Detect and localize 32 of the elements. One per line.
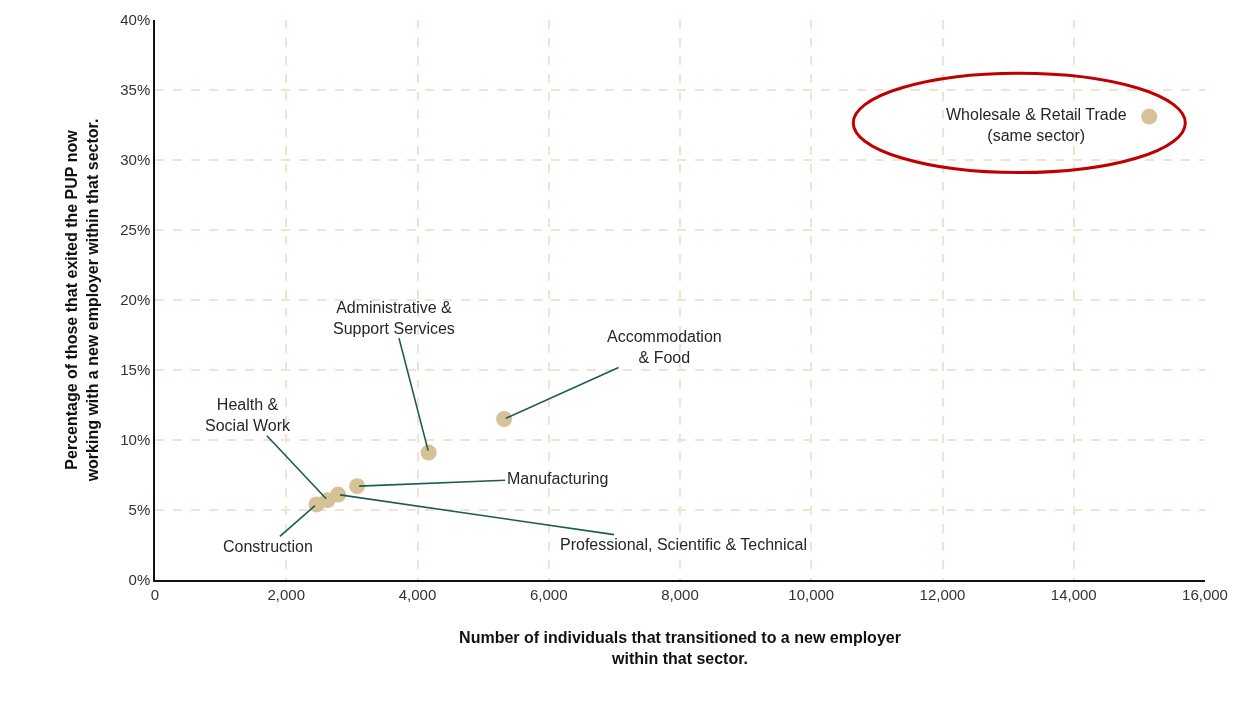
y-tick-label: 15% — [120, 361, 151, 379]
x-tick-label: 12,000 — [919, 585, 966, 603]
x-tick-label: 6,000 — [529, 585, 568, 603]
y-tick-label: 20% — [120, 291, 151, 309]
x-axis-title: Number of individuals that transitioned to a new employer within that sector. — [459, 628, 901, 667]
annotation: Professional, Scientific & Technical — [560, 536, 807, 553]
point — [496, 411, 513, 427]
x-tick-label: 10,000 — [788, 585, 835, 603]
annotation: Health & Social Work — [205, 396, 292, 434]
x-tick-label: 8,000 — [661, 585, 699, 603]
x-tick-label: 16,000 — [1182, 585, 1228, 603]
x-tick-label: 14,000 — [1050, 585, 1097, 603]
point — [420, 444, 437, 461]
y-tick-label: 30% — [120, 151, 151, 169]
annotation: Construction — [223, 538, 313, 555]
y-tick-label: 35% — [120, 81, 151, 99]
point — [308, 496, 325, 513]
annotation: Manufacturing — [507, 470, 609, 487]
y-tick-label: 25% — [120, 221, 151, 239]
point — [349, 478, 366, 495]
annotation: Wholesale & Retail Trade (same sector) — [946, 106, 1127, 144]
x-tick-label: 4,000 — [398, 585, 437, 603]
annotation: Administrative & Support Services — [333, 299, 455, 337]
point — [1141, 108, 1158, 125]
y-tick-label: 5% — [128, 501, 151, 519]
y-tick-label: 0% — [128, 571, 151, 589]
x-tick-label: 2,000 — [267, 585, 306, 603]
annotation: Accommodation & Food — [607, 328, 722, 366]
y-tick-label: 40% — [120, 11, 151, 29]
y-axis-title: Percentage of those that exited the PUP now working with a new employer within that sector. — [62, 118, 101, 483]
x-tick-label: 0 — [150, 585, 160, 603]
y-tick-label: 10% — [120, 431, 151, 449]
